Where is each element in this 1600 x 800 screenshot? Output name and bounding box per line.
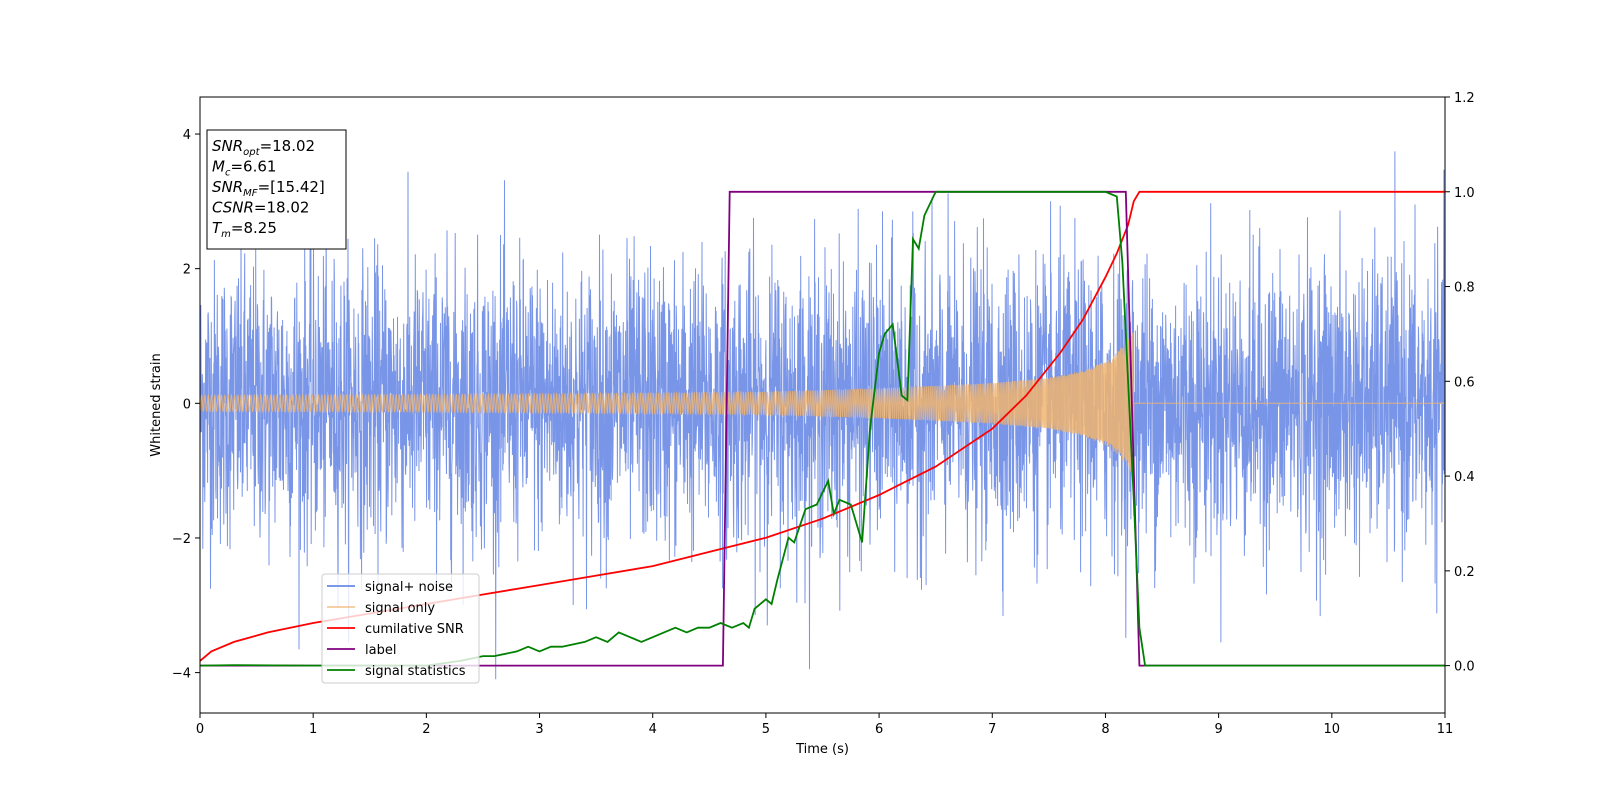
- y2-tick-label: 0.0: [1454, 660, 1475, 675]
- y2-tick-label: 0.2: [1454, 565, 1475, 580]
- series-signal-only: [200, 332, 1445, 476]
- info-box: SNRopt=18.02Mc=6.61SNRMF=[15.42]CSNR=18.…: [206, 129, 347, 250]
- legend-label: label: [365, 643, 396, 658]
- axes-frame: [199, 96, 1446, 714]
- x-tick-label: 0: [196, 722, 204, 737]
- info-box-line: SNRopt=18.02: [212, 137, 315, 158]
- legend-label: signal only: [365, 601, 435, 616]
- y2-tick-label: 1.2: [1454, 91, 1475, 106]
- legend: signal+ noise signal only cumilative SNR la…: [321, 573, 480, 684]
- y-tick-label: 4: [183, 128, 191, 143]
- y-tick-label: 2: [183, 263, 191, 278]
- series-signal-statistics: [200, 190, 1445, 667]
- x-axis-label: Time (s): [795, 742, 849, 757]
- y-tick-label: −2: [172, 532, 191, 547]
- x-tick-label: 4: [649, 722, 657, 737]
- x-tick-label: 10: [1324, 722, 1341, 737]
- x-tick-label: 2: [422, 722, 430, 737]
- x-tick-label: 7: [988, 722, 996, 737]
- info-box-frame: [206, 129, 347, 250]
- info-box-line: Mc=6.61: [212, 158, 276, 179]
- y-tick-label: 0: [183, 397, 191, 412]
- info-box-line: CSNR=18.02: [212, 199, 309, 217]
- x-tick-label: 9: [1214, 722, 1222, 737]
- info-box-line: SNRMF=[15.42]: [212, 178, 325, 199]
- legend-label: signal statistics: [365, 664, 466, 679]
- axis-ticks: 0 1 2 3 4 5 6 7 8 9 10 11 −4 −2 0 2 4 0.0 0.2 0.4 0.6 0.8 1.0 1…: [172, 91, 1475, 737]
- y2-tick-label: 0.4: [1454, 470, 1475, 485]
- x-tick-label: 8: [1101, 722, 1109, 737]
- x-tick-label: 3: [535, 722, 543, 737]
- x-tick-label: 1: [309, 722, 317, 737]
- y2-tick-label: 0.6: [1454, 375, 1475, 390]
- x-tick-label: 11: [1437, 722, 1454, 737]
- y2-tick-label: 1.0: [1454, 186, 1475, 201]
- x-tick-label: 6: [875, 722, 883, 737]
- y-tick-label: −4: [172, 667, 191, 682]
- x-tick-label: 5: [762, 722, 770, 737]
- y-axis-label: Whitened strain: [149, 353, 164, 456]
- y2-tick-label: 0.8: [1454, 281, 1475, 296]
- legend-label: cumilative SNR: [365, 622, 464, 637]
- info-box-line: Tm=8.25: [212, 219, 277, 240]
- legend-label: signal+ noise: [365, 580, 453, 595]
- legend-frame: [321, 573, 480, 684]
